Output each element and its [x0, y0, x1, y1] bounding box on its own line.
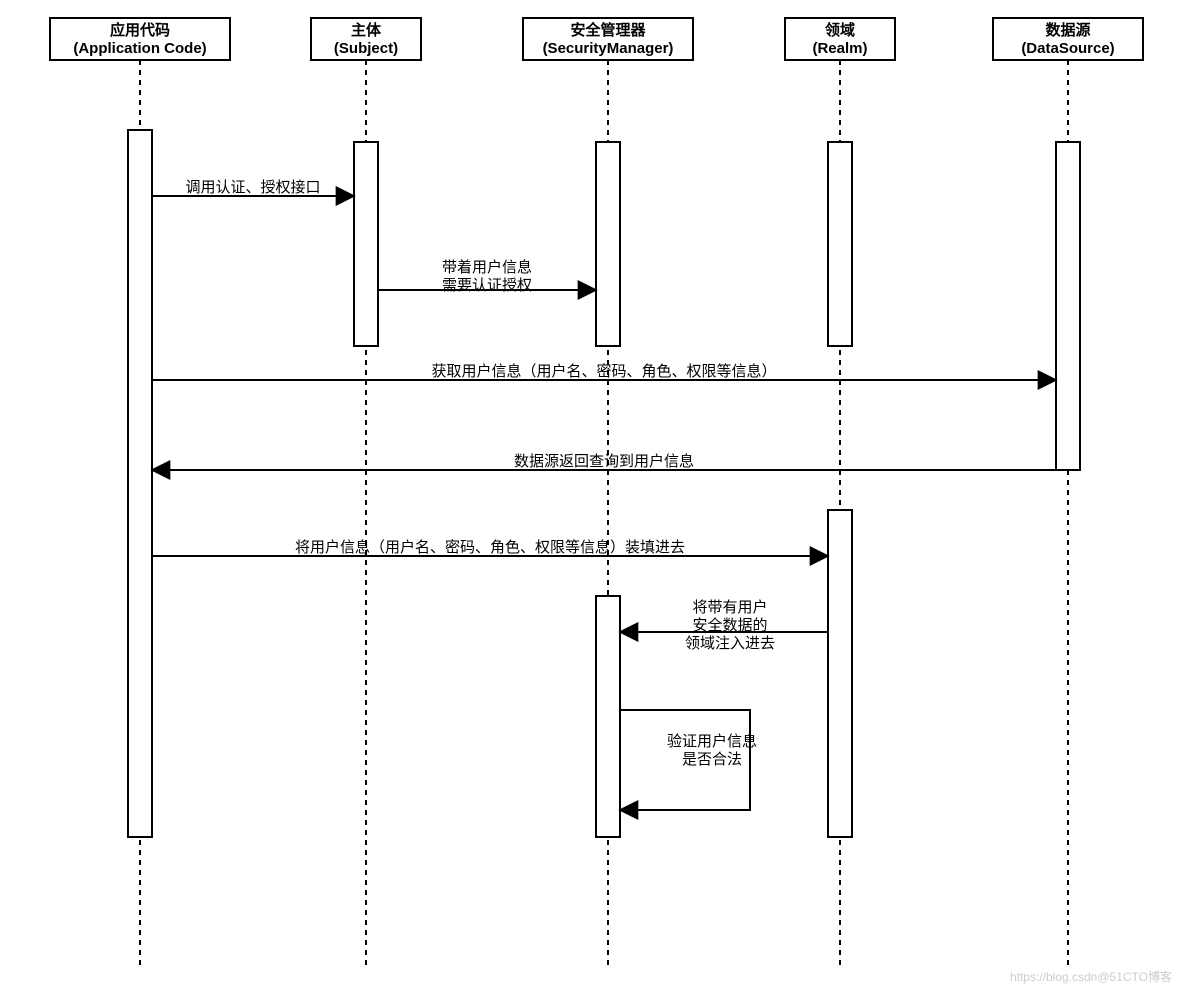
lifeline-title-realm: 领域 [824, 21, 855, 39]
sequence-diagram: 应用代码(Application Code) 主体(Subject) 安全管理器(S… [0, 0, 1184, 991]
message-label-m5-0: 将用户信息（用户名、密码、角色、权限等信息）装填进去 [295, 538, 685, 556]
message-label-m3-0: 获取用户信息（用户名、密码、角色、权限等信息） [431, 362, 776, 380]
watermark: https://blog.csdn@51CTO博客 [1010, 969, 1172, 984]
lifeline-subtitle-secm: (SecurityManager) [543, 40, 674, 57]
message-label-m2-0: 带着用户信息 [442, 259, 532, 276]
message-label-m4-0: 数据源返回查询到用户信息 [514, 453, 694, 470]
activation-act-secm1 [596, 142, 620, 346]
message-label-m6-1: 安全数据的 [692, 616, 767, 634]
activation-act-app [128, 130, 152, 837]
lifeline-title-secm: 安全管理器 [570, 21, 646, 39]
lifeline-title-app: 应用代码 [110, 21, 170, 39]
lifeline-title-ds: 数据源 [1045, 21, 1090, 39]
message-label-m6-2: 领域注入进去 [685, 635, 775, 652]
activation-act-realm1 [828, 142, 852, 346]
lifeline-subtitle-app: (Application Code) [73, 40, 206, 57]
message-label-m2-1: 需要认证授权 [442, 277, 532, 294]
lifeline-subtitle-realm: (Realm) [812, 40, 867, 57]
self-message-label-m7-0: 验证用户信息 [667, 733, 757, 750]
lifeline-subtitle-ds: (DataSource) [1021, 40, 1114, 57]
lifeline-subtitle-subj: (Subject) [334, 40, 398, 57]
activation-act-secm2 [596, 596, 620, 837]
activation-act-ds [1056, 142, 1080, 470]
message-label-m6-0: 将带有用户 [692, 599, 767, 616]
self-message-label-m7-1: 是否合法 [682, 751, 742, 768]
activation-act-subj [354, 142, 378, 346]
message-label-m1-0: 调用认证、授权接口 [185, 179, 320, 196]
activation-act-realm2 [828, 510, 852, 837]
lifeline-title-subj: 主体 [351, 21, 382, 39]
